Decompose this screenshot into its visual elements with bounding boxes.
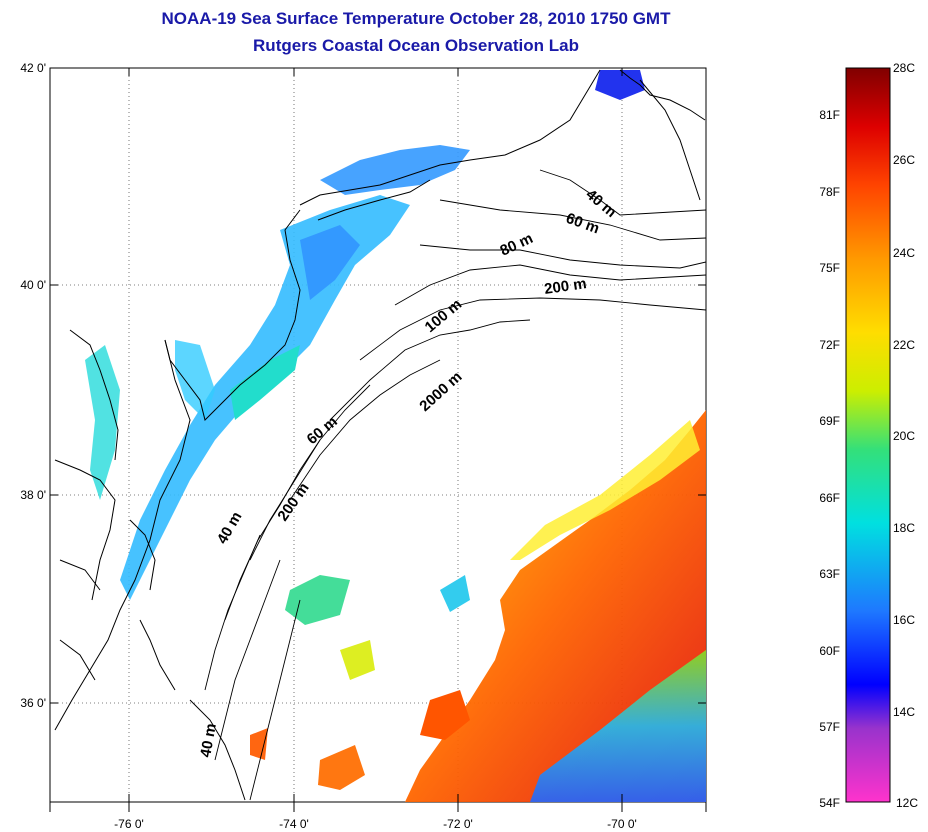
latitude-labels: 42 0' 40 0' 38 0' 36 0' — [20, 61, 46, 710]
fahrenheit-label: 66F — [819, 491, 840, 505]
lon-label: -72 0' — [443, 817, 473, 831]
colorbar-celsius-labels: 28C 26C 24C 22C 20C 18C 16C 14C 12C — [893, 61, 918, 810]
bathymetry-contours — [204, 169, 706, 801]
warm-water-region — [250, 410, 706, 802]
lon-label: -70 0' — [607, 817, 637, 831]
lon-label: -74 0' — [279, 817, 309, 831]
celsius-label: 26C — [893, 153, 915, 167]
celsius-label: 20C — [893, 429, 915, 443]
longitude-labels: -76 0' -74 0' -72 0' -70 0' — [114, 817, 637, 831]
lon-label: -76 0' — [114, 817, 144, 831]
fahrenheit-label: 72F — [819, 338, 840, 352]
celsius-label: 14C — [893, 705, 915, 719]
celsius-label: 24C — [893, 246, 915, 260]
celsius-label: 28C — [893, 61, 915, 75]
depth-label: 200 m — [543, 275, 587, 298]
map-title: NOAA-19 Sea Surface Temperature October … — [161, 9, 671, 28]
celsius-label: 12C — [896, 796, 918, 810]
fahrenheit-label: 63F — [819, 567, 840, 581]
fahrenheit-label: 60F — [819, 644, 840, 658]
lat-label: 38 0' — [20, 488, 46, 502]
map-subtitle: Rutgers Coastal Ocean Observation Lab — [253, 36, 579, 55]
fahrenheit-label: 78F — [819, 185, 840, 199]
celsius-label: 22C — [893, 338, 915, 352]
graticule — [50, 68, 706, 802]
fahrenheit-label: 57F — [819, 720, 840, 734]
colorbar: 28C 26C 24C 22C 20C 18C 16C 14C 12C 81F … — [819, 61, 918, 810]
frame-ticks — [49, 68, 707, 812]
lat-label: 40 0' — [20, 278, 46, 292]
lat-label: 36 0' — [20, 696, 46, 710]
fahrenheit-label: 54F — [819, 796, 840, 810]
fahrenheit-label: 69F — [819, 414, 840, 428]
fahrenheit-label: 81F — [819, 108, 840, 122]
celsius-label: 16C — [893, 613, 915, 627]
celsius-label: 18C — [893, 521, 915, 535]
lat-label: 42 0' — [20, 61, 46, 75]
shelf-water-region — [85, 70, 645, 600]
map-content: 40 m 60 m 80 m 200 m 100 m 2000 m 60 m 4… — [50, 68, 706, 802]
colorbar-fahrenheit-labels: 81F 78F 75F 72F 69F 66F 63F 60F 57F 54F — [819, 108, 840, 810]
colorbar-scale — [845, 67, 891, 803]
depth-label: 40 m — [197, 722, 220, 759]
coastline — [54, 69, 706, 801]
fahrenheit-label: 75F — [819, 261, 840, 275]
